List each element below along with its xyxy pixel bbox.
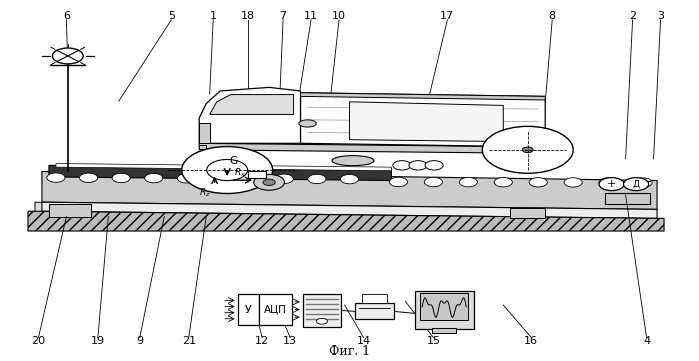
Text: 1: 1 (210, 11, 217, 21)
Circle shape (409, 161, 427, 170)
Circle shape (389, 177, 408, 187)
Polygon shape (42, 202, 657, 218)
Polygon shape (350, 102, 503, 142)
Circle shape (263, 179, 275, 186)
Circle shape (599, 178, 617, 187)
Text: 2: 2 (629, 11, 636, 21)
Circle shape (482, 126, 573, 173)
Circle shape (393, 161, 411, 170)
Text: Д: Д (633, 180, 640, 188)
Polygon shape (56, 164, 391, 171)
Circle shape (634, 178, 652, 187)
Polygon shape (199, 145, 206, 149)
Text: 18: 18 (241, 11, 255, 21)
Bar (49, 204, 91, 217)
Text: 19: 19 (91, 336, 105, 346)
Circle shape (182, 147, 273, 193)
Text: +: + (607, 179, 617, 189)
Text: 5: 5 (168, 11, 175, 21)
Circle shape (207, 160, 247, 180)
Bar (605, 193, 650, 204)
Circle shape (80, 173, 98, 182)
Polygon shape (199, 87, 301, 143)
Polygon shape (199, 123, 210, 143)
Polygon shape (301, 93, 545, 147)
Polygon shape (42, 171, 657, 209)
Circle shape (47, 173, 65, 182)
Bar (420, 293, 468, 320)
Circle shape (529, 178, 547, 187)
Ellipse shape (299, 120, 316, 127)
Ellipse shape (332, 156, 374, 166)
Polygon shape (35, 202, 98, 220)
Circle shape (308, 174, 326, 184)
Text: 16: 16 (524, 336, 538, 346)
Text: 13: 13 (283, 336, 297, 346)
Bar (415, 291, 474, 329)
Circle shape (425, 161, 443, 170)
Text: 10: 10 (332, 11, 346, 21)
Circle shape (624, 178, 649, 191)
Circle shape (340, 174, 359, 184)
Text: 7: 7 (280, 11, 287, 21)
Text: G: G (229, 156, 238, 166)
Circle shape (178, 174, 196, 183)
Polygon shape (199, 143, 545, 153)
Bar (303, 294, 341, 327)
Circle shape (424, 177, 442, 187)
Bar (248, 171, 266, 178)
Circle shape (52, 48, 83, 64)
Text: 12: 12 (255, 336, 269, 346)
Text: 6: 6 (63, 11, 70, 21)
Circle shape (522, 147, 533, 153)
Polygon shape (49, 165, 391, 180)
Polygon shape (28, 211, 664, 231)
Text: $R_x$: $R_x$ (234, 166, 246, 179)
Text: Фиг. 1: Фиг. 1 (329, 345, 370, 358)
Text: 11: 11 (304, 11, 318, 21)
Circle shape (275, 174, 294, 183)
Circle shape (599, 178, 624, 191)
Text: АЦП: АЦП (264, 305, 287, 314)
Bar (362, 294, 387, 303)
Bar (432, 328, 456, 333)
Text: 4: 4 (643, 336, 650, 346)
Text: 8: 8 (549, 11, 556, 21)
Text: 3: 3 (657, 11, 664, 21)
Circle shape (459, 178, 477, 187)
Text: 17: 17 (440, 11, 454, 21)
Text: 21: 21 (182, 336, 196, 346)
Circle shape (145, 173, 163, 183)
Text: 15: 15 (426, 336, 440, 346)
Text: У: У (245, 305, 252, 314)
Bar (355, 303, 394, 319)
Bar (259, 294, 292, 325)
Polygon shape (210, 95, 294, 114)
Circle shape (210, 174, 228, 183)
Circle shape (112, 173, 130, 183)
Text: $R_z$: $R_z$ (199, 186, 211, 199)
Circle shape (494, 178, 512, 187)
Circle shape (316, 318, 327, 324)
Bar (238, 294, 259, 325)
Text: 14: 14 (356, 336, 370, 346)
Polygon shape (301, 93, 545, 100)
Bar (510, 208, 545, 218)
Text: 20: 20 (31, 336, 45, 346)
Circle shape (243, 174, 261, 183)
Circle shape (564, 178, 582, 187)
Circle shape (254, 174, 284, 190)
Text: 9: 9 (136, 336, 143, 346)
